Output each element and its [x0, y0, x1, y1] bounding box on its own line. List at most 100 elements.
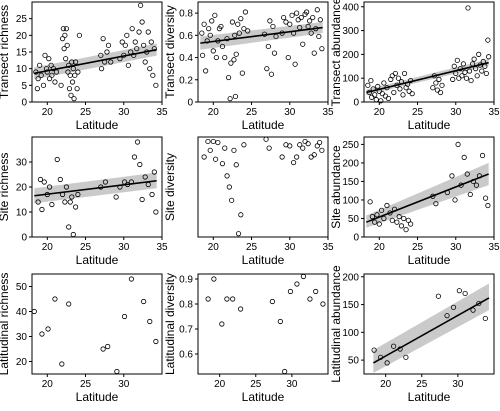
- data-point: [153, 338, 159, 345]
- data-point: [369, 214, 376, 220]
- data-point: [463, 75, 470, 81]
- x-tick-label: 35: [488, 107, 500, 118]
- data-point: [378, 98, 384, 104]
- data-point: [54, 156, 60, 163]
- x-axis-title: Latitude: [408, 390, 451, 404]
- data-point: [394, 219, 400, 225]
- data-point: [479, 68, 485, 74]
- data-point: [136, 29, 142, 35]
- y-tick-label: 100: [342, 74, 359, 85]
- data-point: [267, 18, 273, 24]
- data-point: [64, 42, 70, 48]
- data-point: [316, 33, 322, 40]
- x-tick-label: 25: [246, 242, 258, 253]
- data-point: [98, 52, 104, 58]
- data-point: [35, 199, 41, 205]
- data-point: [307, 18, 313, 24]
- data-point: [105, 343, 111, 350]
- data-point: [450, 76, 456, 82]
- data-point: [406, 88, 412, 94]
- data-point: [279, 154, 285, 160]
- y-tick-label: 15: [16, 48, 28, 59]
- data-point: [228, 60, 234, 66]
- data-point: [466, 68, 473, 74]
- confidence-band: [366, 162, 489, 228]
- data-point: [433, 201, 439, 207]
- x-tick-label: 30: [452, 379, 464, 390]
- x-tick-label: 20: [374, 242, 386, 253]
- data-point: [207, 147, 213, 153]
- y-tick-label: 0: [21, 233, 27, 244]
- data-point: [232, 32, 238, 38]
- data-point: [218, 23, 224, 30]
- y-tick-label: 100: [342, 328, 359, 339]
- data-point: [474, 73, 480, 79]
- data-point: [57, 176, 63, 183]
- data-point: [384, 360, 390, 366]
- data-point: [313, 288, 319, 295]
- data-point: [455, 141, 461, 148]
- data-point: [384, 202, 390, 209]
- data-point: [456, 75, 462, 81]
- data-point: [224, 296, 230, 302]
- data-point: [142, 59, 148, 65]
- data-point: [405, 217, 411, 223]
- data-point: [108, 59, 114, 65]
- data-point: [270, 23, 276, 30]
- data-point: [307, 296, 313, 302]
- data-point: [269, 298, 275, 305]
- data-point: [409, 91, 415, 97]
- plot-frame: [363, 136, 495, 238]
- data-point: [206, 26, 212, 32]
- y-tick-label: 300: [342, 26, 359, 37]
- data-point: [433, 80, 439, 86]
- data-point: [139, 19, 145, 25]
- data-point: [300, 273, 307, 280]
- data-point: [437, 89, 444, 96]
- data-point: [436, 76, 442, 82]
- data-point: [141, 298, 147, 305]
- data-point: [233, 162, 239, 168]
- data-point: [372, 92, 378, 98]
- data-point: [76, 32, 83, 38]
- data-point: [113, 194, 119, 200]
- data-point: [444, 313, 450, 319]
- y-tick-label: 0.2: [179, 75, 193, 86]
- data-point: [311, 152, 317, 158]
- y-tick-label: 20: [16, 357, 28, 368]
- data-point: [381, 80, 387, 86]
- x-tick-label: 35: [322, 242, 334, 253]
- x-tick-label: 30: [450, 107, 462, 118]
- data-point: [292, 61, 298, 67]
- data-point: [238, 306, 244, 312]
- data-point: [131, 154, 138, 160]
- data-point: [210, 48, 216, 54]
- data-point: [294, 10, 300, 16]
- y-tick-label: 20: [16, 31, 28, 42]
- y-tick-label: 200: [342, 272, 359, 283]
- data-point: [37, 176, 44, 183]
- data-point: [40, 82, 47, 88]
- x-tick-label: 20: [208, 242, 220, 253]
- data-point: [67, 199, 73, 205]
- data-point: [236, 30, 242, 36]
- x-tick-label: 20: [374, 107, 386, 118]
- y-tick-label: 250: [342, 140, 359, 151]
- data-point: [102, 179, 109, 185]
- data-point: [319, 46, 325, 52]
- data-point: [452, 197, 458, 203]
- x-tick-label: 30: [118, 107, 130, 118]
- data-point: [320, 301, 326, 307]
- data-point: [375, 83, 381, 90]
- data-point: [71, 96, 77, 102]
- data-point: [391, 89, 397, 96]
- plot-frame: [363, 273, 495, 375]
- data-point: [132, 39, 138, 45]
- data-point: [72, 59, 79, 65]
- data-point: [391, 343, 397, 349]
- data-point: [282, 368, 288, 375]
- panel-9: 20 25 30 50 100 150 200 Latitude Latitudinal abu…: [329, 265, 495, 404]
- data-point: [368, 77, 374, 84]
- data-point: [125, 62, 131, 68]
- data-point: [263, 136, 269, 142]
